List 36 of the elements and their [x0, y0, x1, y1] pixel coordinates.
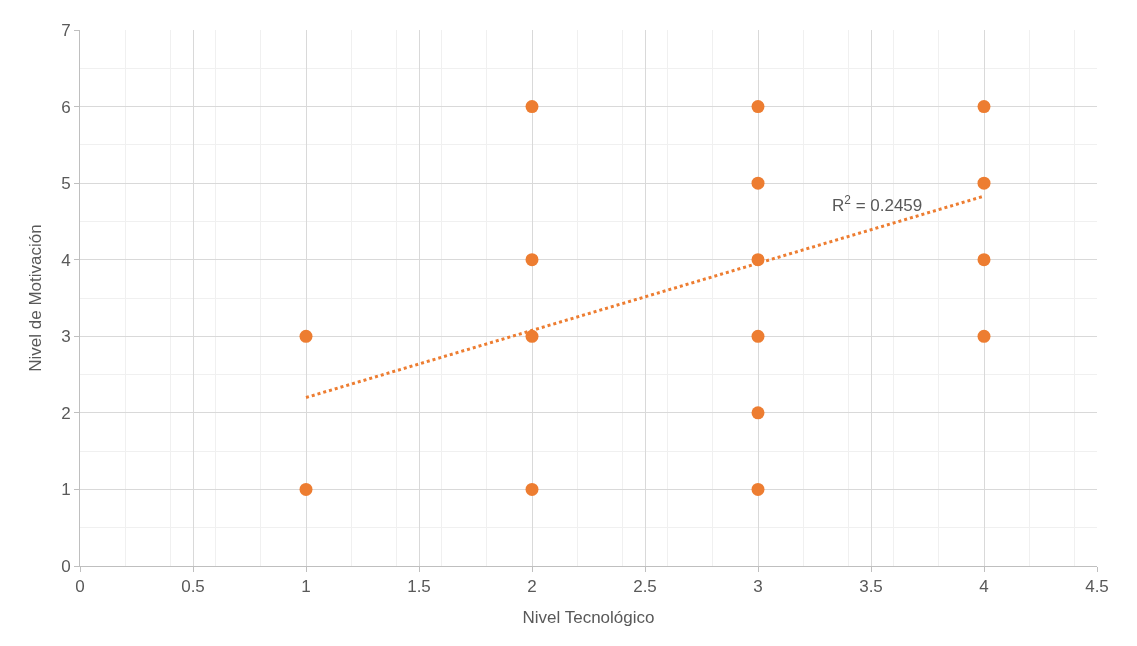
annotation: R$^{2}$ = 0.2459 — [832, 193, 923, 216]
x-axis-title: Nivel Tecnológico — [522, 607, 655, 627]
y-tick-label: 4 — [61, 250, 71, 270]
point — [751, 482, 765, 496]
x-tick-label: 4 — [979, 577, 989, 597]
point — [525, 482, 539, 496]
y-axis-title: Nivel de Motivación — [25, 224, 45, 372]
x-tick-label: 0 — [75, 577, 85, 597]
x-tick-label: 4.5 — [1085, 577, 1109, 597]
x-tick-label: 1.5 — [407, 577, 431, 597]
x-tick-label: 2 — [527, 577, 537, 597]
point — [977, 176, 991, 190]
x-tick-label: 0.5 — [181, 577, 205, 597]
point — [977, 253, 991, 267]
point — [525, 100, 539, 114]
y-tick-label: 1 — [61, 480, 71, 500]
x-tick-label: 3 — [753, 577, 763, 597]
point — [751, 176, 765, 190]
y-tick-label: 6 — [61, 97, 71, 117]
point — [751, 100, 765, 114]
y-tick-label: 3 — [61, 327, 71, 347]
x-tick-label: 3.5 — [859, 577, 883, 597]
x-tick-label: 2.5 — [633, 577, 657, 597]
point — [525, 253, 539, 267]
point — [977, 329, 991, 343]
y-tick-label: 2 — [61, 403, 71, 423]
point — [525, 329, 539, 343]
y-tick-label: 0 — [61, 556, 71, 576]
x-tick-label: 1 — [301, 577, 311, 597]
point — [299, 329, 313, 343]
point — [299, 482, 313, 496]
point — [977, 100, 991, 114]
y-tick-label: 7 — [61, 20, 71, 40]
point — [751, 406, 765, 420]
y-tick-label: 5 — [61, 174, 71, 194]
point — [751, 329, 765, 343]
